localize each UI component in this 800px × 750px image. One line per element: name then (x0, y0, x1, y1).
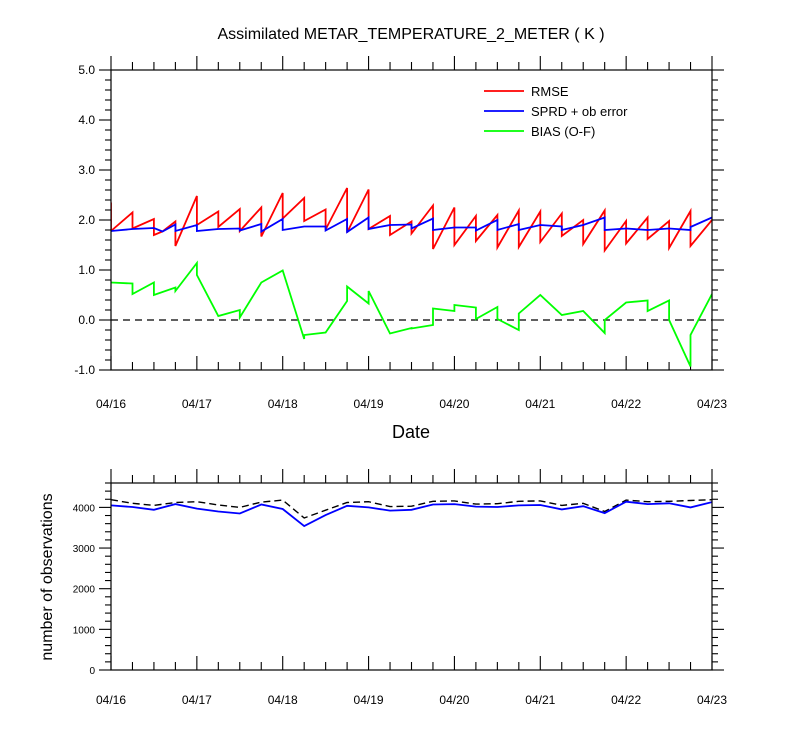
top-x-tick-label: 04/16 (96, 397, 126, 411)
top-x-tick-label: 04/21 (525, 397, 555, 411)
bottom-x-tick-label: 04/19 (354, 693, 384, 707)
bottom-x-tick-label: 04/23 (697, 693, 727, 707)
top-y-tick-label: 1.0 (78, 263, 95, 277)
bottom-y-tick-label: 0 (89, 666, 95, 677)
top-series-line-bias-o-f (111, 260, 712, 367)
bottom-y-axis-label: number of observations (39, 493, 56, 660)
legend: RMSE SPRD + ob error BIAS (O-F) (484, 84, 628, 139)
chart-title: Assimilated METAR_TEMPERATURE_2_METER ( … (217, 26, 604, 43)
bottom-y-tick-label: 3000 (73, 544, 96, 555)
bottom-x-tick-labels: 04/16 04/17 04/18 04/19 04/20 04/21 04/22 04/23 (96, 693, 727, 707)
top-x-tick-label: 04/17 (182, 397, 212, 411)
bottom-x-tick-label: 04/16 (96, 693, 126, 707)
top-x-tick-label: 04/23 (697, 397, 727, 411)
legend-label-sprd: SPRD + ob error (531, 104, 628, 119)
top-axis-ticks (99, 56, 724, 371)
bottom-x-tick-label: 04/22 (611, 693, 641, 707)
bottom-plot-frame (110, 482, 713, 671)
top-series-line-rmse (111, 187, 712, 254)
bottom-x-tick-label: 04/18 (268, 693, 298, 707)
top-series-group (111, 187, 712, 367)
bottom-y-tick-label: 1000 (73, 625, 96, 636)
legend-label-rmse: RMSE (531, 84, 569, 99)
bottom-series-group (111, 499, 712, 528)
bottom-x-tick-label: 04/21 (525, 693, 555, 707)
top-series-line-sprd-ob-error (111, 215, 712, 234)
top-x-tick-label: 04/20 (439, 397, 469, 411)
top-x-tick-label: 04/19 (354, 397, 384, 411)
top-y-tick-label: 5.0 (78, 63, 95, 77)
top-chart-panel: -1.00.01.02.03.04.05.0 04/16 04/17 04/18 04… (74, 56, 727, 442)
top-y-tick-labels: -1.0 0.0 1.0 2.0 3.0 4.0 5.0 (74, 63, 95, 377)
bottom-y-tick-label: 4000 (73, 503, 96, 514)
bottom-x-tick-label: 04/17 (182, 693, 212, 707)
legend-label-bias: BIAS (O-F) (531, 124, 595, 139)
top-y-tick-label: 0.0 (78, 313, 95, 327)
bottom-y-tick-labels: 0 1000 2000 3000 4000 (73, 503, 96, 677)
bottom-series-line-dashed (111, 499, 712, 519)
top-x-tick-labels: 04/16 04/17 04/18 04/19 04/20 04/21 04/22 04/23 (96, 397, 727, 411)
bottom-x-tick-label: 04/20 (439, 693, 469, 707)
top-y-tick-label: 3.0 (78, 163, 95, 177)
top-x-axis-label: Date (392, 422, 430, 442)
top-x-tick-label: 04/22 (611, 397, 641, 411)
top-x-tick-label: 04/18 (268, 397, 298, 411)
top-plot-frame (110, 69, 713, 371)
bottom-series-line-solid-1 (111, 500, 712, 528)
top-y-tick-label: 4.0 (78, 113, 95, 127)
top-y-tick-label: 2.0 (78, 213, 95, 227)
bottom-y-tick-label: 2000 (73, 585, 96, 596)
top-y-tick-label: -1.0 (74, 363, 95, 377)
bottom-axis-ticks (99, 469, 724, 671)
